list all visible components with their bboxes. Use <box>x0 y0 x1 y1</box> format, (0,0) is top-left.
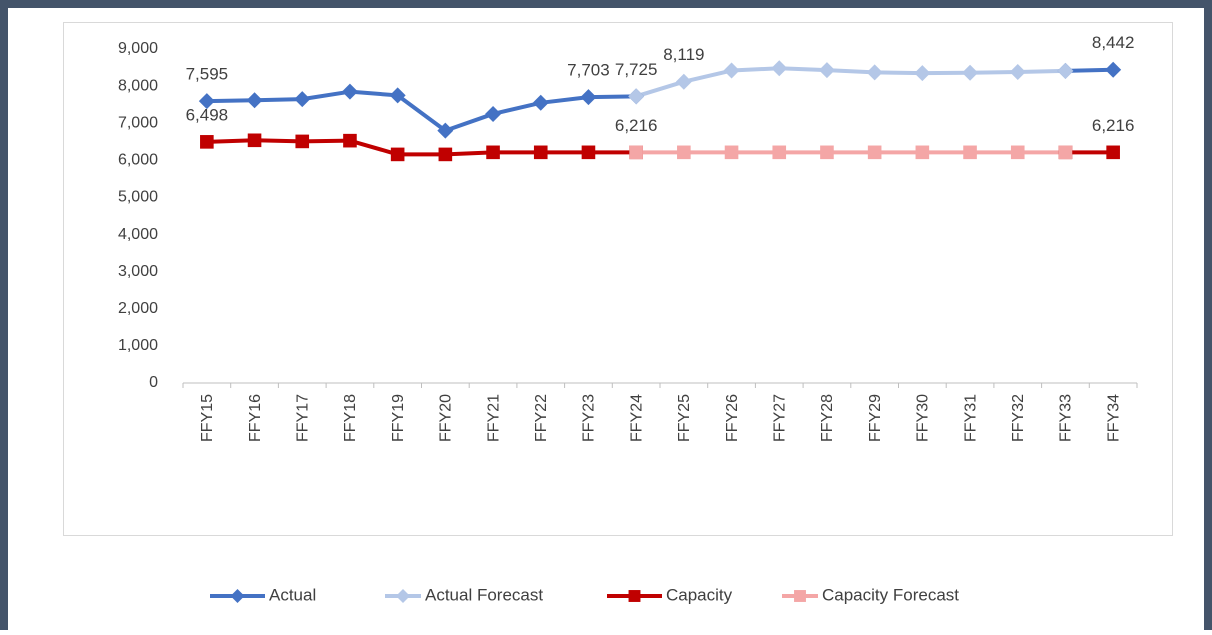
data-point <box>818 62 835 79</box>
data-point <box>771 60 788 77</box>
legend-label: Capacity Forecast <box>822 585 959 604</box>
data-point <box>486 145 500 160</box>
data-point <box>341 83 358 100</box>
series-line <box>635 66 1066 99</box>
plot-frame <box>63 22 1173 536</box>
y-tick-label: 6,000 <box>118 152 158 169</box>
x-tick-label: FFY19 <box>390 394 407 442</box>
data-label: 6,216 <box>615 116 658 135</box>
y-tick-label: 3,000 <box>118 263 158 280</box>
frame-top <box>0 0 1212 8</box>
data-point <box>294 91 311 108</box>
legend-label: Capacity <box>666 585 733 604</box>
data-point <box>1105 61 1122 78</box>
data-point <box>580 89 597 106</box>
x-tick-label: FFY21 <box>485 394 502 442</box>
data-point <box>1106 145 1120 160</box>
data-point <box>1009 64 1026 81</box>
x-tick-label: FFY27 <box>771 394 788 442</box>
y-tick-label: 5,000 <box>118 189 158 206</box>
x-tick-label: FFY34 <box>1105 394 1122 442</box>
legend-label: Actual <box>269 585 316 604</box>
frame-right <box>1204 0 1212 630</box>
data-point <box>914 65 931 82</box>
data-point <box>820 145 834 160</box>
data-point <box>772 145 787 160</box>
data-point <box>532 94 549 111</box>
data-label: 6,216 <box>1092 116 1135 135</box>
data-point <box>246 92 263 109</box>
data-point <box>438 147 453 162</box>
data-point <box>866 64 883 81</box>
x-tick-label: FFY33 <box>1058 394 1075 442</box>
x-tick-label: FFY28 <box>819 394 836 442</box>
y-tick-label: 4,000 <box>118 226 158 243</box>
data-point <box>723 62 740 79</box>
data-label: 7,595 <box>186 65 229 84</box>
data-point <box>867 145 882 160</box>
x-tick-label: FFY30 <box>915 394 932 442</box>
y-tick-label: 9,000 <box>118 40 158 57</box>
data-label: 6,498 <box>186 105 229 124</box>
data-point <box>1057 62 1074 79</box>
legend-marker <box>628 590 641 602</box>
data-point <box>1010 145 1025 160</box>
data-point <box>533 145 548 160</box>
x-tick-label: FFY22 <box>533 394 550 442</box>
data-point <box>485 105 502 122</box>
x-tick-label: FFY18 <box>342 394 359 442</box>
data-point <box>962 64 979 81</box>
data-label: 8,442 <box>1092 33 1135 52</box>
x-tick-label: FFY16 <box>247 394 264 442</box>
data-point <box>295 134 310 149</box>
y-tick-label: 8,000 <box>118 77 158 94</box>
y-tick-label: 1,000 <box>118 337 158 354</box>
y-tick-label: 7,000 <box>118 114 158 131</box>
x-tick-label: FFY32 <box>1010 394 1027 442</box>
data-point <box>915 145 930 160</box>
x-tick-label: FFY17 <box>294 394 311 442</box>
data-point <box>581 145 596 160</box>
x-tick-label: FFY24 <box>628 394 645 442</box>
data-point <box>628 88 645 105</box>
data-label: 7,725 <box>615 60 658 79</box>
x-tick-label: FFY31 <box>962 394 979 442</box>
data-point <box>198 93 215 110</box>
data-point <box>390 147 405 162</box>
data-point <box>677 145 691 160</box>
legend-marker <box>230 589 245 603</box>
y-tick-label: 2,000 <box>118 300 158 317</box>
data-point <box>724 145 739 160</box>
x-tick-label: FFY15 <box>199 394 216 442</box>
x-tick-label: FFY20 <box>438 394 455 442</box>
legend-marker <box>794 590 806 602</box>
legend-label: Actual Forecast <box>425 585 543 604</box>
data-label: 7,703 <box>567 61 610 80</box>
x-tick-label: FFY25 <box>676 394 693 442</box>
data-point <box>437 122 454 139</box>
data-point <box>389 87 406 104</box>
data-point <box>200 135 214 149</box>
x-tick-label: FFY26 <box>724 394 741 442</box>
x-tick-label: FFY23 <box>581 394 598 442</box>
x-tick-label: FFY29 <box>867 394 884 442</box>
legend-marker <box>396 589 410 603</box>
data-point <box>675 73 692 90</box>
series-line <box>206 67 1114 133</box>
data-point <box>343 133 357 148</box>
data-label: 8,119 <box>663 45 704 64</box>
frame-left <box>0 0 8 630</box>
y-tick-label: 0 <box>149 374 158 391</box>
data-point <box>629 145 643 160</box>
series-line <box>206 138 1114 157</box>
data-point <box>247 133 262 148</box>
data-point <box>1058 145 1073 160</box>
data-point <box>963 145 977 160</box>
